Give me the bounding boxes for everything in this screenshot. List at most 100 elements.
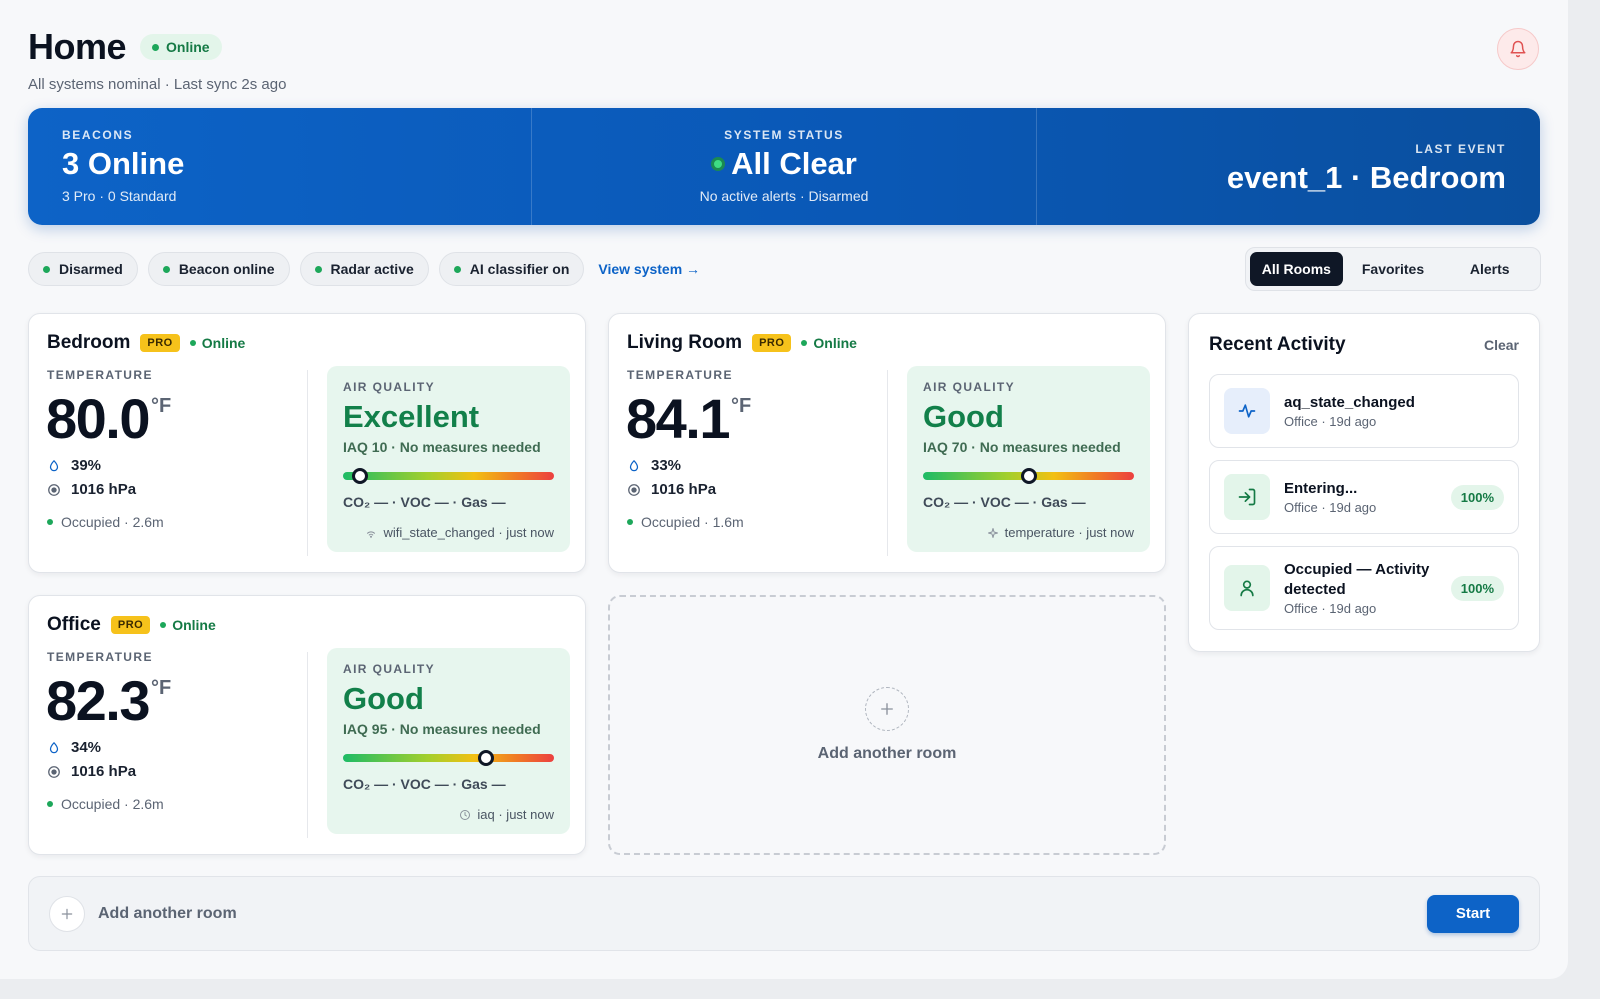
chip-disarmed[interactable]: Disarmed [28,252,138,286]
room-filter-tabs: All Rooms Favorites Alerts [1245,247,1541,291]
status-dot-icon [160,622,167,628]
room-card-bedroom[interactable]: Bedroom PRO Online TEMPERATURE 80.0 °F 39… [28,313,586,573]
activity-title: Recent Activity [1209,334,1346,355]
view-system-link[interactable]: View system → [598,261,701,277]
room-card-office[interactable]: Office PRO Online TEMPERATURE 82.3 °F 34%… [28,595,586,855]
pressure-readout: 1016 hPa [47,763,136,780]
add-room-input[interactable]: Add another room [98,904,237,922]
chip-beacon-online[interactable]: Beacon online [147,252,290,286]
temperature-unit: °F [731,395,752,417]
status-dot-icon [43,265,50,273]
pro-badge: PRO [752,334,792,352]
gauge-icon [628,483,640,496]
activity-item[interactable]: Occupied — Activity detected Office · 19… [1209,546,1519,630]
status-dot-icon [162,265,170,273]
droplet-icon [629,459,639,471]
air-quality-state: Good [923,399,1004,434]
start-button[interactable]: Start [1427,894,1519,933]
tab-all-rooms[interactable]: All Rooms [1250,252,1343,286]
status-dot-icon [47,801,53,807]
beacons-count: 3 Online [62,146,185,181]
tab-favorites[interactable]: Favorites [1361,261,1425,277]
room-name: Bedroom [47,332,131,353]
air-quality-description: IAQ 95 · No measures needed [343,721,541,737]
air-quality-state: Good [343,681,424,716]
divider [887,370,888,556]
pulse-icon [1238,404,1256,418]
person-icon [1240,580,1254,597]
page-header: Home Online All systems nominal · Last s… [28,26,286,93]
status-dot-icon [152,43,160,51]
gas-readings: CO₂ — · VOC — · Gas — [923,494,1086,510]
status-chips: Disarmed Beacon online Radar active AI c… [28,252,700,286]
add-room-plus-button[interactable] [49,895,85,932]
air-quality-description: IAQ 10 · No measures needed [343,439,541,455]
status-dot-icon [627,519,633,525]
status-dot-icon [711,157,726,171]
pressure-readout: 1016 hPa [47,481,136,498]
page-subtitle: All systems nominal · Last sync 2s ago [28,76,287,93]
humidity-readout: 34% [47,739,101,756]
room-name: Office [47,614,101,635]
last-event-value: event_1 · Bedroom [1226,160,1506,195]
activity-item[interactable]: aq_state_changed Office · 19d ago [1209,374,1519,448]
divider [307,370,308,556]
confidence-badge: 100% [1450,484,1504,510]
humidity-readout: 33% [627,457,681,474]
chip-ai-classifier[interactable]: AI classifier on [438,252,585,286]
system-status-summary: SYSTEM STATUS All Clear No active alerts… [532,108,1037,225]
last-event-summary: LAST EVENT event_1 · Bedroom [1037,108,1540,225]
occupancy-status: Occupied · 1.6m [627,514,744,530]
temperature-value: 84.1 °F [626,387,752,450]
activity-item[interactable]: Entering... Office · 19d ago 100% [1209,460,1519,534]
air-quality-indicator [351,468,368,484]
room-name: Living Room [627,332,743,353]
pro-badge: PRO [110,616,151,634]
room-status: Online [160,617,216,633]
status-badge: Online [140,34,222,60]
status-dot-icon [189,340,196,346]
air-quality-scale [343,468,554,484]
gauge-icon [48,483,60,496]
droplet-icon [49,459,59,471]
last-update: iaq · just now [459,807,554,822]
droplet-icon [49,741,59,753]
sparkle-icon [987,527,999,539]
chip-radar-active[interactable]: Radar active [299,252,429,286]
plus-icon [881,703,893,715]
summary-banner: BEACONS 3 Online 3 Pro · 0 Standard SYST… [28,108,1540,225]
page-title: Home [28,26,127,67]
occupancy-status: Occupied · 2.6m [47,796,164,812]
pressure-readout: 1016 hPa [627,481,716,498]
tab-alerts[interactable]: Alerts [1469,261,1510,277]
last-update: temperature · just now [987,525,1134,540]
temperature-label: TEMPERATURE [47,368,153,382]
temperature-unit: °F [151,395,172,417]
pro-badge: PRO [140,334,180,352]
room-status: Online [801,335,857,351]
temperature-value: 82.3 °F [46,669,172,732]
system-status-value: All Clear [731,146,857,181]
confidence-badge: 100% [1450,575,1504,601]
bell-icon [1510,40,1526,58]
air-quality-panel: AIR QUALITY Good IAQ 70 · No measures ne… [907,366,1150,552]
status-dot-icon [801,340,808,346]
gauge-icon [48,765,60,778]
air-quality-state: Excellent [343,399,480,434]
clock-icon [459,809,471,821]
air-quality-panel: AIR QUALITY Excellent IAQ 10 · No measur… [327,366,570,552]
recent-activity-panel: Recent Activity Clear aq_state_changed O… [1188,313,1540,652]
occupancy-status: Occupied · 2.6m [47,514,164,530]
gas-readings: CO₂ — · VOC — · Gas — [343,494,506,510]
notifications-button[interactable] [1497,28,1539,70]
status-dot-icon [47,519,53,525]
air-quality-panel: AIR QUALITY Good IAQ 95 · No measures ne… [327,648,570,834]
add-room-card[interactable]: Add another room [608,595,1166,855]
status-dot-icon [314,265,322,273]
clear-activity-button[interactable]: Clear [1483,337,1519,353]
room-card-living-room[interactable]: Living Room PRO Online TEMPERATURE 84.1 °… [608,313,1166,573]
status-dot-icon [453,265,461,273]
last-update: wifi_state_changed · just now [365,525,554,540]
air-quality-scale [923,468,1134,484]
divider [307,652,308,838]
